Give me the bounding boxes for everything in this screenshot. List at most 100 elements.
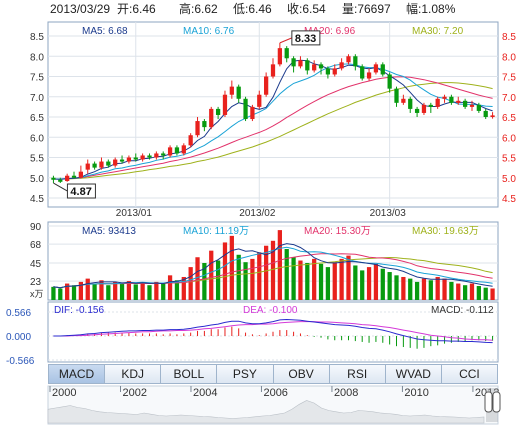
volume-bar bbox=[462, 285, 468, 300]
tab-macd[interactable]: MACD bbox=[48, 364, 106, 384]
candle bbox=[346, 54, 351, 65]
candle-body bbox=[469, 104, 475, 107]
volume-bar bbox=[78, 281, 84, 300]
volume-bar bbox=[387, 272, 392, 300]
volume-bar bbox=[243, 262, 248, 300]
candle bbox=[99, 157, 104, 170]
candle-body bbox=[209, 108, 214, 128]
candle-body bbox=[312, 64, 317, 71]
ma10-legend: MA10: 6.76 bbox=[183, 26, 235, 37]
candle bbox=[435, 96, 440, 109]
tab-wvad[interactable]: WVAD bbox=[385, 364, 442, 384]
candle bbox=[161, 151, 166, 160]
header-change: 幅:1.08% bbox=[406, 1, 456, 16]
price-y-tick-right: 7.0 bbox=[502, 93, 516, 104]
macd-y-tick: -0.566 bbox=[6, 356, 35, 367]
tab-kdj[interactable]: KDJ bbox=[105, 364, 162, 384]
candle-body bbox=[181, 145, 186, 154]
header-low: 低:6.46 bbox=[233, 2, 272, 16]
price-y-tick-right: 8.5 bbox=[502, 32, 516, 43]
candle bbox=[236, 84, 241, 103]
tab-obv[interactable]: OBV bbox=[273, 364, 330, 384]
candle-body bbox=[483, 110, 488, 117]
candle bbox=[387, 72, 392, 93]
price-y-tick-left: 7.0 bbox=[30, 93, 44, 104]
candle bbox=[243, 96, 248, 122]
volume-bar bbox=[442, 278, 447, 300]
volume-bar bbox=[147, 285, 152, 300]
tab-boll[interactable]: BOLL bbox=[161, 364, 218, 384]
candle-body bbox=[92, 163, 97, 168]
tab-rsi[interactable]: RSI bbox=[329, 364, 386, 384]
price-y-tick-left: 6.0 bbox=[30, 133, 44, 144]
volume-bar bbox=[236, 254, 241, 300]
timeline-area bbox=[47, 400, 485, 424]
volume-bar bbox=[264, 245, 269, 300]
candle-body bbox=[78, 171, 84, 178]
candle bbox=[195, 117, 200, 138]
candle bbox=[442, 94, 447, 103]
tab-psy[interactable]: PSY bbox=[217, 364, 274, 384]
volume-bar bbox=[414, 281, 420, 300]
vol-ma20-line bbox=[53, 253, 493, 289]
high-marker-box bbox=[291, 30, 321, 46]
candle-body bbox=[119, 159, 125, 162]
timeline-left-grip[interactable] bbox=[484, 391, 493, 413]
candle-body bbox=[250, 106, 255, 120]
candle bbox=[462, 98, 468, 109]
timeline-handle[interactable] bbox=[484, 388, 501, 422]
candle bbox=[353, 54, 358, 71]
volume-y-tick: 68 bbox=[30, 240, 42, 251]
price-y-tick-left: 7.5 bbox=[30, 73, 44, 84]
timeline-year-label: 2004 bbox=[193, 387, 217, 399]
volume-bar bbox=[133, 284, 138, 300]
volume-bars bbox=[51, 230, 495, 300]
timeline-year-label: 2010 bbox=[404, 387, 428, 399]
volume-bar bbox=[229, 235, 234, 300]
volume-y-tick: 23 bbox=[30, 277, 42, 288]
volume-bar bbox=[209, 250, 214, 300]
candle-body bbox=[51, 177, 56, 180]
volume-bar bbox=[140, 282, 145, 300]
volume-bar bbox=[346, 255, 351, 300]
volume-bar bbox=[456, 283, 461, 300]
price-annotations: 8.33 4.87 bbox=[53, 30, 321, 199]
volume-bar bbox=[195, 257, 200, 300]
volume-bar bbox=[353, 265, 358, 300]
candle bbox=[65, 173, 70, 182]
price-y-tick-left: 8.5 bbox=[30, 32, 44, 43]
price-y-tick-right: 5.5 bbox=[502, 154, 516, 165]
candle-body bbox=[442, 96, 447, 99]
candle-body bbox=[332, 68, 337, 75]
price-y-tick-left: 4.5 bbox=[30, 194, 44, 205]
tab-cci[interactable]: CCI bbox=[441, 364, 498, 384]
volume-bar bbox=[202, 263, 207, 300]
candle bbox=[305, 58, 310, 75]
volume-bar bbox=[161, 283, 166, 300]
volume-bar bbox=[106, 285, 111, 300]
candle bbox=[229, 80, 234, 99]
indicator-tabs: MACD KDJ BOLL PSY OBV RSI WVAD CCI bbox=[48, 364, 498, 384]
candle bbox=[250, 104, 255, 122]
volume-bar bbox=[250, 258, 255, 300]
dif-legend: DIF: -0.156 bbox=[54, 305, 104, 316]
candle-body bbox=[195, 121, 200, 136]
candle-body bbox=[339, 62, 344, 69]
price-y-tick-left: 5.0 bbox=[30, 174, 44, 185]
price-y-tick-right: 4.5 bbox=[502, 194, 516, 205]
candle-body bbox=[394, 88, 399, 103]
candle-body bbox=[490, 115, 495, 117]
header-quote: 2013/03/29 开:6.46 高:6.62 低:6.46 收:6.54 量… bbox=[50, 1, 456, 16]
candle bbox=[133, 153, 138, 162]
candle-body bbox=[85, 163, 90, 170]
volume-bar bbox=[291, 257, 296, 300]
volume-bar bbox=[305, 263, 310, 300]
volume-bar bbox=[215, 260, 221, 300]
candle-body bbox=[277, 48, 282, 65]
candle bbox=[373, 62, 379, 75]
candle bbox=[181, 143, 186, 156]
vol-ma30-legend: MA30: 19.63万 bbox=[412, 226, 479, 237]
timeline-right-grip[interactable] bbox=[492, 391, 501, 413]
candle bbox=[490, 112, 495, 119]
